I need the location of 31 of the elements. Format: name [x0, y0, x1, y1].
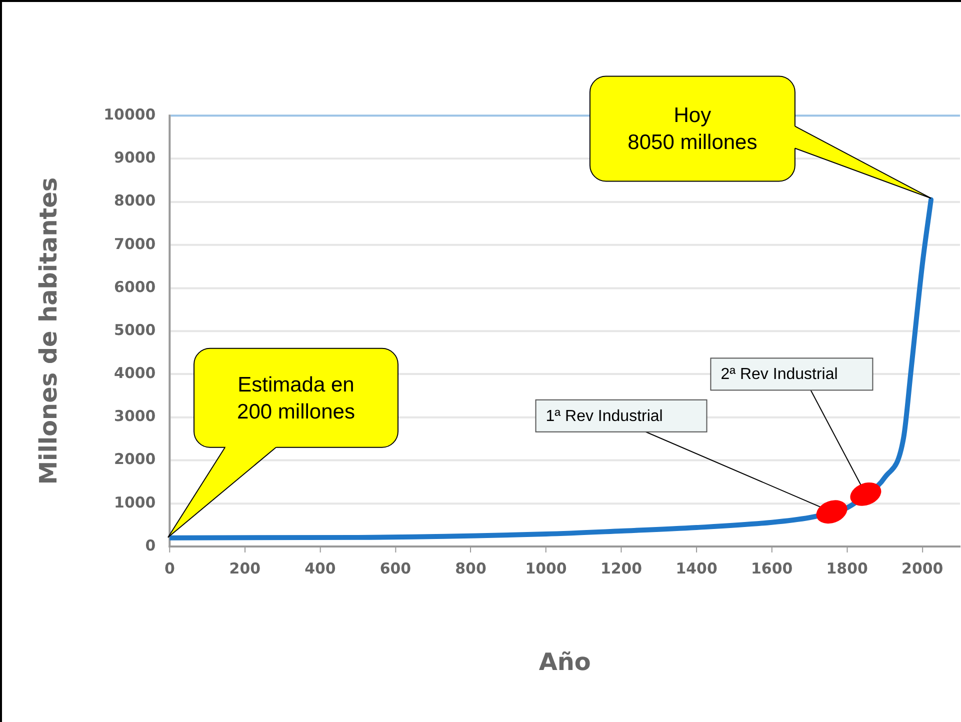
y-tick-label: 5000: [114, 320, 156, 339]
annotation: 2ª Rev Industrial: [720, 366, 838, 383]
y-tick-label: 10000: [104, 106, 156, 124]
y-tick-label: 3000: [114, 407, 156, 426]
x-tick-label: 1000: [525, 559, 567, 578]
y-axis-title: Millones de habitantes: [34, 177, 63, 485]
x-tick-label: 400: [304, 559, 336, 578]
x-tick-label: 600: [380, 559, 412, 578]
annotation: Estimada en 200 millones: [237, 372, 355, 423]
y-tick-label: 6000: [114, 278, 156, 296]
x-tick-label: 1800: [826, 559, 868, 578]
x-tick-label: 800: [455, 559, 486, 578]
x-tick-label: 2000: [902, 559, 944, 578]
label-callout: 1ª Rev Industrial: [535, 399, 848, 524]
x-tick-label: 0: [164, 559, 175, 578]
y-tick-label: 4000: [114, 364, 156, 382]
y-tick-label: 2000: [114, 450, 156, 468]
y-tick-label: 9000: [114, 148, 156, 167]
x-tick-label: 1400: [676, 559, 718, 578]
y-tick-label: 0: [145, 536, 156, 554]
annotation: 1ª Rev Industrial: [546, 407, 663, 424]
speech-bubble: Estimada en 200 millones: [168, 348, 398, 538]
annotation: Hoy 8050 millones: [628, 104, 758, 154]
x-tick-label: 1600: [751, 559, 793, 578]
y-tick-label: 1000: [114, 493, 156, 512]
line-series: [170, 197, 934, 540]
x-tick-label: 1200: [600, 559, 642, 578]
x-tick-label: 200: [229, 559, 261, 578]
x-axis-title: Año: [538, 648, 591, 676]
y-tick-label: 8000: [114, 192, 156, 210]
y-tick-label: 7000: [114, 234, 156, 253]
